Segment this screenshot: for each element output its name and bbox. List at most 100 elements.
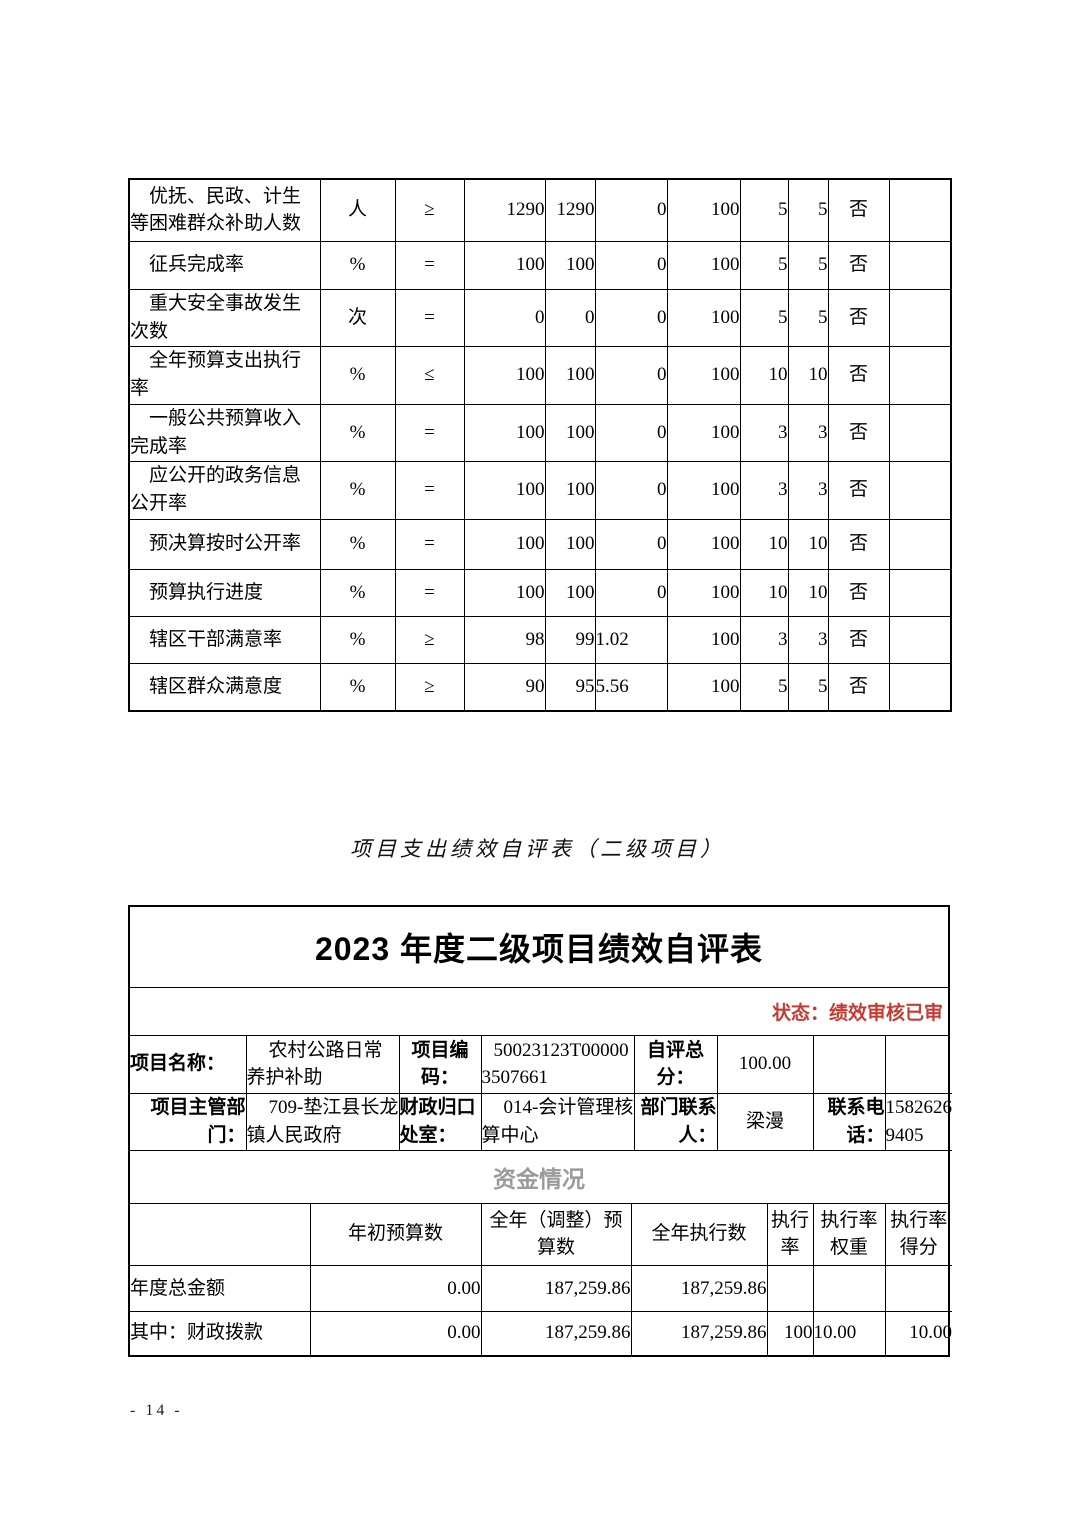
indicator-name: 应公开的政务信息公开率 [128,460,321,520]
indicator-actual: 100 [544,460,596,520]
indicator-adjust-flag: 否 [827,288,890,347]
indicator-actual: 1290 [544,178,596,242]
indicator-weight: 5 [739,288,789,347]
project-name-label: 项目名称： [130,1036,247,1094]
indicator-note [888,568,952,617]
indicator-target: 100 [463,345,546,405]
table-row: 预算执行进度 % = 100 100 0 100 10 10 否 [128,568,952,617]
indicator-target: 100 [463,518,546,570]
indicator-score: 3 [787,615,829,664]
indicator-score: 5 [787,288,829,347]
table-row: 优抚、民政、计生等困难群众补助人数 人 ≥ 1290 1290 0 100 5 … [128,178,952,242]
project-info-table: 项目名称： 农村公路日常养护补助 项目编码： 50023123T00000350… [130,1036,952,1151]
indicator-unit: % [319,240,396,290]
indicator-adjust-flag: 否 [827,662,890,712]
indicator-name: 重大安全事故发生次数 [128,288,321,347]
indicator-score: 3 [787,460,829,520]
funding-adjusted: 187,259.86 [480,1265,632,1312]
indicator-rate: 100 [666,662,741,712]
indicator-actual: 100 [544,240,596,290]
indicator-rate: 100 [666,460,741,520]
funding-rate [766,1265,814,1312]
indicator-rate: 100 [666,518,741,570]
funding-row-name: 其中：财政拨款 [130,1311,311,1355]
indicator-rate: 100 [666,615,741,664]
indicator-actual: 100 [544,568,596,617]
indicator-note [888,460,952,520]
table-row: 重大安全事故发生次数 次 = 0 0 0 100 5 5 否 [128,288,952,347]
indicator-adjust-flag: 否 [827,345,890,405]
indicator-target: 98 [463,615,546,664]
indicator-actual: 100 [544,345,596,405]
dept-value: 709-垫江县长龙镇人民政府 [245,1092,400,1151]
funding-rate-score [884,1265,952,1312]
indicator-operator: = [394,403,465,462]
indicator-deviation: 5.56 [594,662,668,712]
funding-initial: 0.00 [309,1265,482,1312]
indicator-unit: % [319,345,396,405]
indicator-unit: % [319,460,396,520]
indicator-rate: 100 [666,403,741,462]
indicator-deviation: 0 [594,460,668,520]
indicator-deviation: 0 [594,178,668,242]
indicator-score: 10 [787,518,829,570]
funding-adjusted: 187,259.86 [480,1311,632,1355]
table-row: 一般公共预算收入完成率 % = 100 100 0 100 3 3 否 [128,403,952,462]
indicator-actual: 95 [544,662,596,712]
indicator-operator: ≥ [394,615,465,664]
project-code-label: 项目编码： [398,1036,482,1094]
indicator-deviation: 0 [594,518,668,570]
empty-cell [884,1036,952,1094]
indicator-operator: = [394,518,465,570]
indicator-deviation: 0 [594,288,668,347]
indicator-note [888,345,952,405]
table-row: 辖区群众满意度 % ≥ 90 95 5.56 100 5 5 否 [128,662,952,712]
indicator-deviation: 0 [594,345,668,405]
indicator-table: 优抚、民政、计生等困难群众补助人数 人 ≥ 1290 1290 0 100 5 … [128,178,952,712]
contact-value: 梁漫 [716,1092,814,1151]
indicator-name: 全年预算支出执行率 [128,345,321,405]
table-row: 项目主管部门： 709-垫江县长龙镇人民政府 财政归口处室： 014-会计管理核… [130,1092,952,1151]
indicator-name: 征兵完成率 [128,240,321,290]
indicator-deviation: 0 [594,568,668,617]
indicator-target: 100 [463,568,546,617]
indicator-note [888,662,952,712]
page-number: - 14 - [130,1402,183,1419]
indicator-adjust-flag: 否 [827,240,890,290]
funding-header-rate: 执行率 [766,1203,814,1266]
finance-office-value: 014-会计管理核算中心 [480,1092,635,1151]
contact-label: 部门联系人： [633,1092,718,1151]
indicator-target: 100 [463,403,546,462]
indicator-name: 辖区群众满意度 [128,662,321,712]
indicator-name: 一般公共预算收入完成率 [128,403,321,462]
funding-rate-weight: 10.00 [812,1311,886,1355]
project-name-value: 农村公路日常养护补助 [245,1036,400,1094]
self-eval-table: 2023 年度二级项目绩效自评表 状态：绩效审核已审 项目名称： 农村公路日常养… [128,905,952,1357]
indicator-operator: ≤ [394,345,465,405]
indicator-deviation: 0 [594,240,668,290]
indicator-weight: 10 [739,345,789,405]
table-row: 征兵完成率 % = 100 100 0 100 5 5 否 [128,240,952,290]
funding-table: 年初预算数 全年（调整）预算数 全年执行数 执行率 执行率权重 执行率得分 年度… [130,1203,952,1355]
indicator-operator: = [394,240,465,290]
indicator-target: 100 [463,460,546,520]
status-badge: 状态：绩效审核已审 [130,988,948,1036]
indicator-unit: 人 [319,178,396,242]
indicator-name: 预算执行进度 [128,568,321,617]
indicator-rate: 100 [666,345,741,405]
indicator-note [888,403,952,462]
indicator-weight: 5 [739,178,789,242]
indicator-adjust-flag: 否 [827,518,890,570]
indicator-weight: 3 [739,615,789,664]
table-header-row: 年初预算数 全年（调整）预算数 全年执行数 执行率 执行率权重 执行率得分 [130,1203,952,1266]
table-row: 应公开的政务信息公开率 % = 100 100 0 100 3 3 否 [128,460,952,520]
indicator-unit: % [319,615,396,664]
indicator-unit: % [319,403,396,462]
indicator-score: 5 [787,240,829,290]
indicator-weight: 5 [739,662,789,712]
table-row: 辖区干部满意率 % ≥ 98 99 1.02 100 3 3 否 [128,615,952,664]
phone-label: 联系电话： [812,1092,886,1151]
indicator-weight: 3 [739,403,789,462]
indicator-unit: 次 [319,288,396,347]
indicator-weight: 5 [739,240,789,290]
